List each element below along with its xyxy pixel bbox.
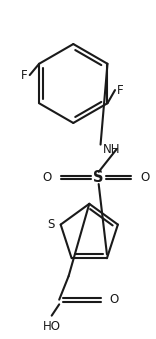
Text: O: O [42, 171, 52, 184]
Text: F: F [117, 84, 124, 97]
Text: F: F [21, 68, 28, 82]
Text: O: O [140, 171, 149, 184]
Text: O: O [109, 293, 118, 306]
Text: S: S [93, 170, 104, 185]
Text: NH: NH [103, 143, 121, 156]
Text: HO: HO [43, 320, 61, 333]
Text: S: S [48, 218, 55, 231]
